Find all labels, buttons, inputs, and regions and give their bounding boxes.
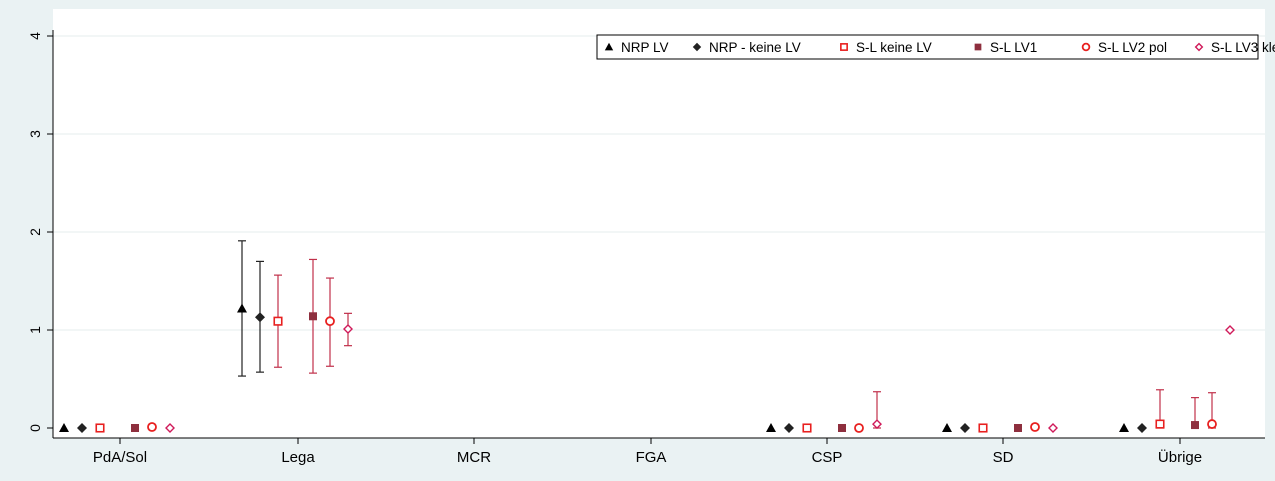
legend-item: NRP - keine LV	[692, 40, 801, 55]
legend-item: S-L keine LV	[840, 40, 932, 55]
plot-area	[53, 9, 1265, 438]
data-point	[95, 423, 105, 433]
y-tick-label: 2	[27, 228, 43, 236]
x-tick-label: Lega	[281, 449, 315, 466]
legend-symbol	[1194, 42, 1204, 52]
data-point	[1048, 423, 1058, 433]
y-tick-label: 0	[27, 424, 43, 432]
data-point	[978, 423, 988, 433]
x-tick-label: MCR	[457, 449, 491, 466]
data-point	[854, 423, 864, 433]
y-tick-label: 3	[27, 130, 43, 138]
data-point	[1030, 422, 1040, 432]
data-point	[255, 312, 265, 323]
legend-label: S-L LV2 pol	[1098, 40, 1167, 55]
x-tick-label: FGA	[636, 449, 667, 466]
legend-symbol	[604, 42, 614, 51]
data-point	[838, 424, 846, 432]
data-point	[309, 312, 317, 321]
legend-symbol	[1081, 42, 1091, 52]
x-tick-label: SD	[993, 449, 1014, 466]
axes: 0 1 2 3 4 PdA/Sol Lega MCR FGA CSP SD Übrige	[27, 30, 1265, 466]
legend-box	[596, 34, 1259, 60]
legend-label: NRP - keine LV	[709, 40, 801, 55]
data-point	[766, 423, 776, 432]
x-tick-label: PdA/Sol	[93, 449, 147, 466]
data-point	[1155, 419, 1165, 429]
data-point	[325, 316, 335, 327]
data-point	[1225, 325, 1235, 335]
data-point	[872, 419, 882, 430]
legend-item: S-L LV2 pol	[1081, 40, 1167, 55]
legend-symbol	[692, 42, 702, 52]
legend-symbol	[974, 43, 982, 51]
legend-label: S-L LV3 klein	[1211, 40, 1275, 55]
legend-item: S-L LV1	[974, 40, 1037, 55]
x-tick-label: Übrige	[1158, 448, 1202, 466]
data-point	[77, 423, 87, 433]
data-point	[1137, 423, 1147, 433]
data-point	[942, 423, 952, 432]
legend-item: S-L LV3 klein	[1194, 40, 1275, 55]
data-point	[165, 423, 175, 433]
x-tick-label: CSP	[812, 449, 843, 466]
data-point	[1207, 419, 1217, 429]
data-point	[784, 423, 794, 433]
legend-symbol	[840, 43, 848, 51]
data-point	[960, 423, 970, 433]
data-point	[273, 316, 283, 326]
data-point	[1119, 423, 1129, 432]
data-point	[343, 324, 353, 335]
data-point	[59, 423, 69, 432]
y-tick-label: 4	[27, 32, 43, 40]
legend-label: NRP LV	[621, 40, 669, 55]
data-point	[237, 303, 247, 313]
legend-label: S-L keine LV	[856, 40, 932, 55]
data-point	[1191, 421, 1199, 430]
data-points	[59, 303, 1235, 433]
legend: NRP LV NRP - keine LV S-L keine LV S-L LV1 S…	[596, 34, 1275, 60]
data-point	[147, 422, 157, 432]
legend-label: S-L LV1	[990, 40, 1037, 55]
y-tick-label: 1	[27, 326, 43, 334]
legend-item: NRP LV	[604, 40, 669, 55]
data-point	[1014, 424, 1022, 432]
data-point	[802, 423, 812, 433]
data-point	[131, 424, 139, 432]
